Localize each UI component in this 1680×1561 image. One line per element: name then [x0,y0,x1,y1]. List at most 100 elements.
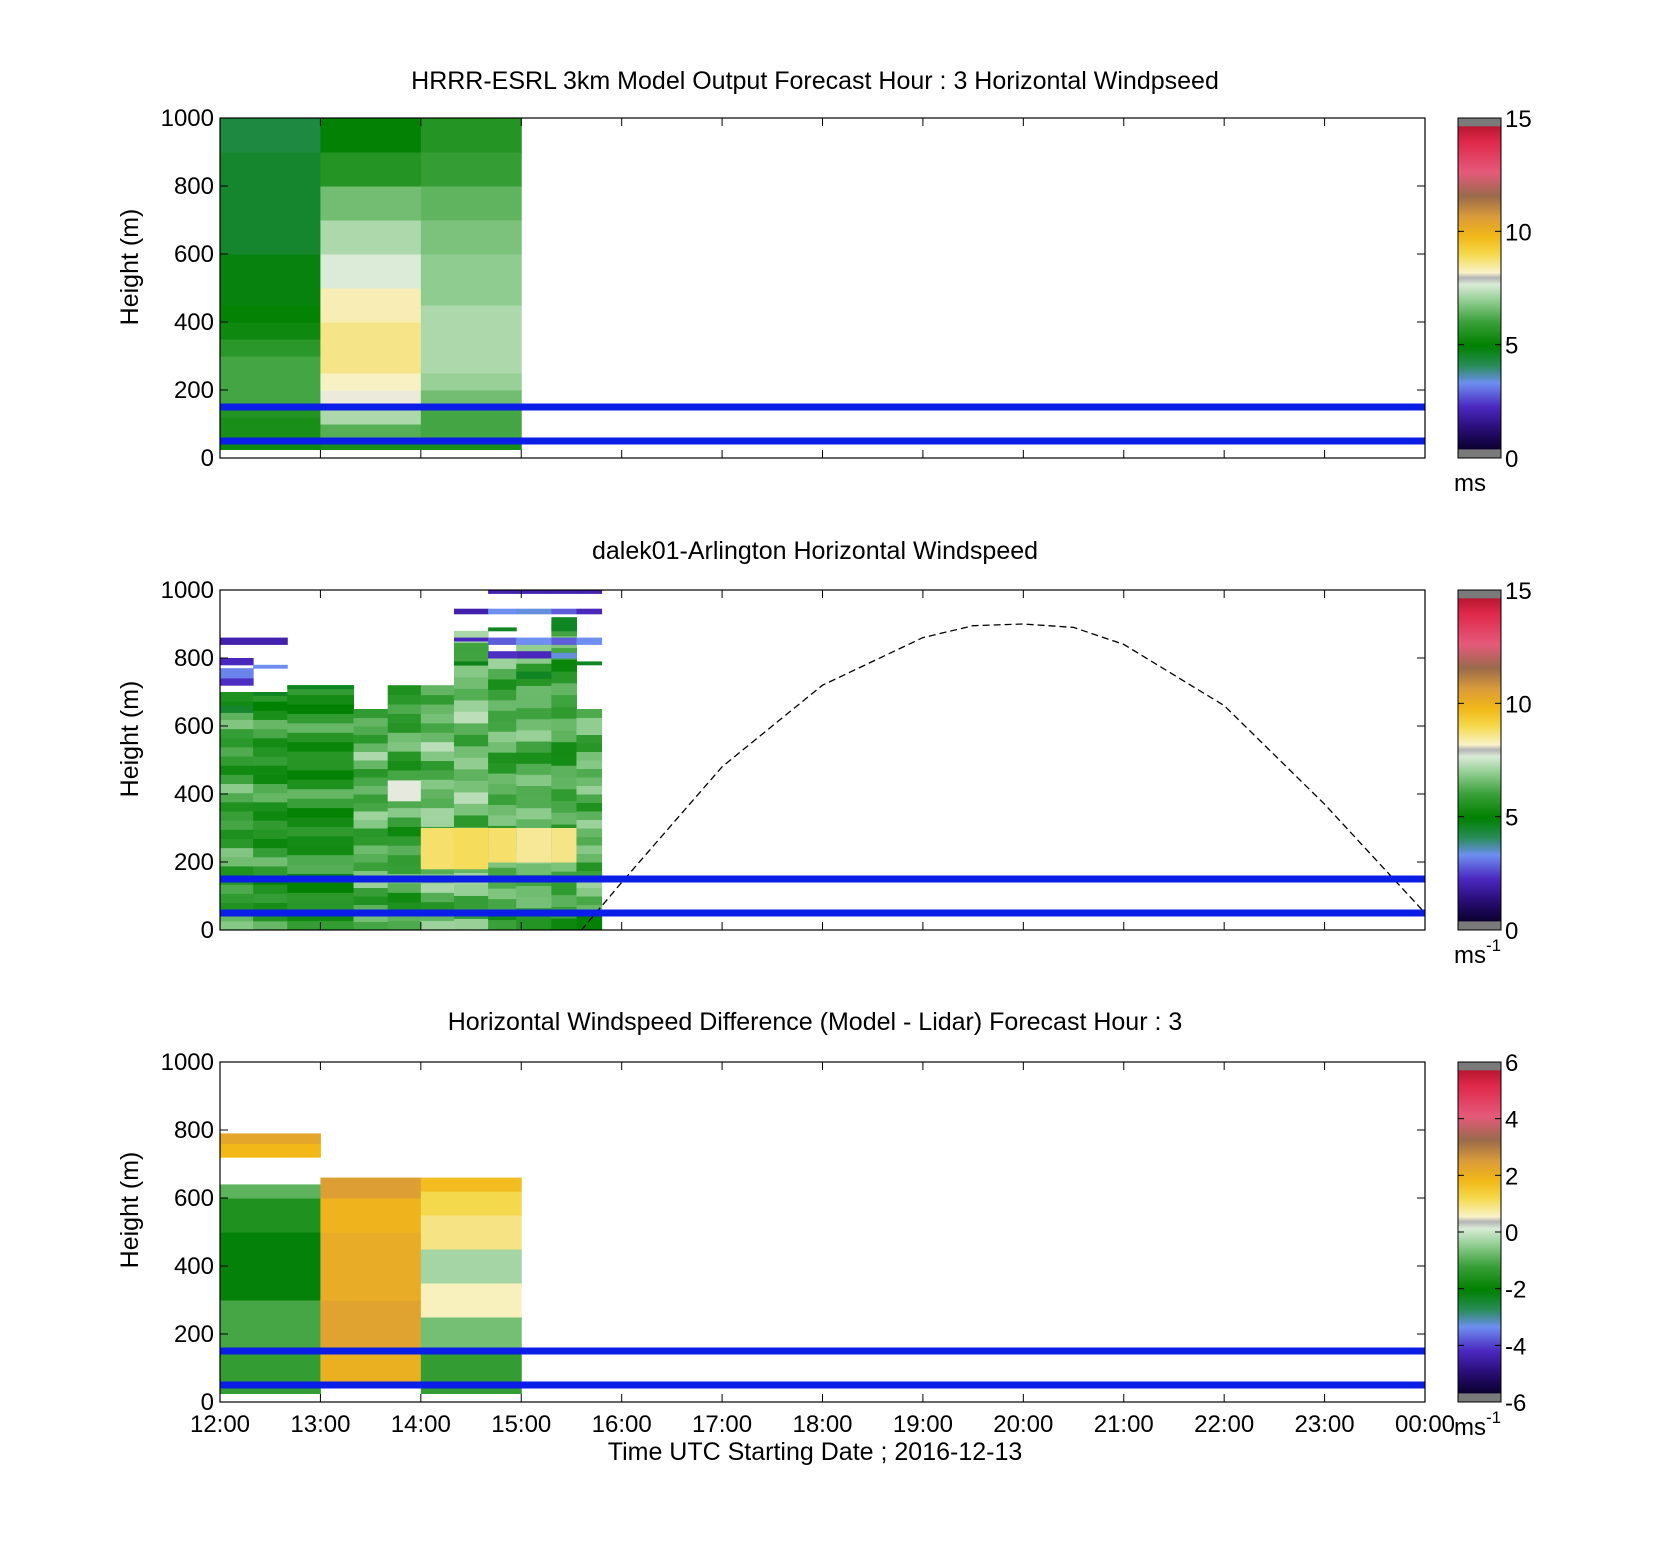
heatmap-cell [551,828,577,863]
colorbar-tick-label: 15 [1505,578,1532,605]
heatmap-cell [551,729,577,743]
heatmap-cell [253,783,288,794]
heatmap-cell [488,678,517,690]
heatmap-cell [576,811,603,820]
heatmap-cell [220,322,321,340]
x-axis-label: Time UTC Starting Date ; 2016-12-13 [608,1438,1023,1466]
heatmap-cell [488,888,517,900]
heatmap-cell [287,826,355,837]
heatmap-cell [353,862,389,871]
heatmap-cell [253,737,288,748]
heatmap-cell [220,801,254,812]
heatmap-cell [353,819,389,829]
heatmap-cell [516,729,552,742]
heatmap-cell [420,407,522,439]
heatmap-cell [253,847,288,858]
heatmap-cell [516,696,552,709]
heatmap-cell [353,836,389,846]
heatmap-cell [576,717,603,727]
colorbar: -6 -4 -2 0 2 4 6 ms-1 [1454,1050,1526,1441]
heatmap-cell [420,390,522,408]
heatmap-cell [353,853,389,863]
heatmap-cell [387,798,422,809]
heatmap-cell [488,877,517,889]
heatmap-cell [253,746,288,757]
heatmap-cell [220,305,321,323]
heatmap-cell [551,918,577,931]
heatmap-cell [516,918,552,931]
heatmap-cell [488,668,517,680]
heatmap-cell [516,796,552,809]
colorbar-unit-exponent: -1 [1486,1408,1501,1427]
colorbar-tick-label: 0 [1505,918,1518,945]
heatmap-cell [420,807,455,818]
heatmap-cell [453,734,489,747]
heatmap-cell [576,896,603,905]
heatmap-cell [453,757,489,770]
heatmap-cell [576,743,603,752]
heatmap-cell [387,732,422,743]
heatmap-cell [576,862,603,871]
heatmap-cell [253,637,288,645]
heatmap-cell [287,769,355,780]
heatmap-cell [420,769,455,780]
heatmap-cell [488,720,517,732]
heatmap-cell [220,746,254,757]
heatmap-cell [453,722,489,735]
heatmap-cell [287,732,355,743]
heatmap-cell [453,791,489,804]
y-tick-label: 200 [174,1321,214,1348]
heatmap-cell [420,779,455,790]
heatmap-cell [320,288,422,323]
heatmap-cell [253,820,288,830]
heatmap-cell [488,773,517,785]
heatmap-cell [576,709,603,718]
heatmap-cell [320,424,422,439]
colorbar-tick-label: 4 [1505,1107,1518,1134]
heatmap-cell [287,741,355,752]
colorbar-scale [1457,589,1502,931]
heatmap-cell [287,685,355,690]
heatmap-cell [516,785,552,798]
heatmap-cell [516,637,552,645]
heatmap-cell [420,798,455,809]
heatmap-cell [516,885,552,898]
heatmap-cell [576,734,603,744]
heatmap-cell [220,719,254,730]
heatmap-cell [576,853,603,863]
heatmap-cell [551,637,577,645]
heatmap-cell [551,671,577,684]
heatmap-cell [516,608,552,615]
colorbar-unit-label: ms-1 [1454,1408,1501,1441]
heatmap-cell [576,879,603,888]
heatmap-cell [551,718,577,731]
heatmap-cell [453,676,489,689]
heatmap-cell [453,661,489,666]
heatmap-cell [387,864,422,875]
heatmap-cell [220,678,254,686]
heatmap-cell [516,641,552,653]
heatmap-cell [320,220,422,255]
x-tick-label: 23:00 [1295,1411,1355,1438]
heatmap-cell [287,704,355,714]
heatmap-cell [253,664,288,669]
heatmap-cell [551,765,577,778]
colorbar: 0 5 10 15 ms-1 [1454,578,1532,969]
heatmap-cell [220,339,321,357]
heatmap-cell [220,756,254,766]
heatmap-cell [453,711,489,724]
heatmap-cell [420,741,455,752]
heatmap-cell [220,847,254,858]
heatmap-cell [516,863,552,875]
heatmap-cell [353,887,389,897]
heatmap-cell [420,254,522,306]
heatmap-cell [516,807,552,820]
heatmap-cell [488,898,517,910]
heatmap-cell [551,777,577,790]
heatmap-cell [387,817,422,827]
heatmap-cell [387,835,422,846]
heatmap-cell [220,920,254,931]
heatmap-cell [387,920,422,931]
heatmap-cell [253,801,288,812]
